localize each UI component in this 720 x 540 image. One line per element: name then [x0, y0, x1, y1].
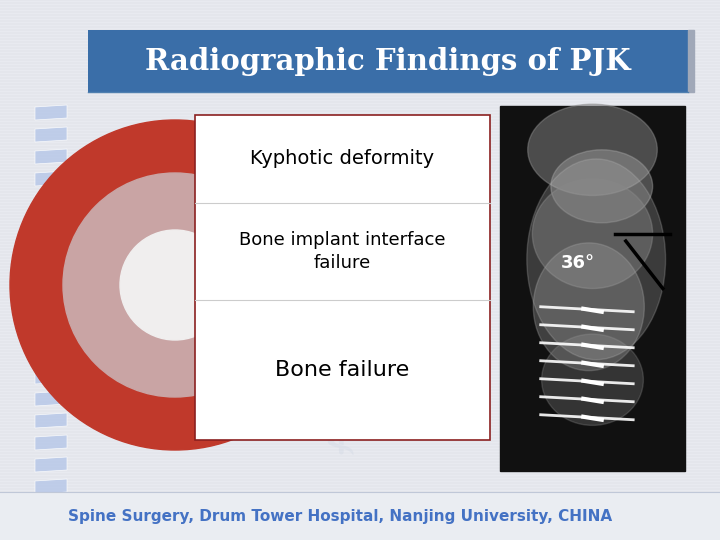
Polygon shape: [35, 391, 67, 406]
Ellipse shape: [532, 179, 652, 288]
Polygon shape: [35, 105, 67, 120]
Polygon shape: [35, 479, 67, 494]
Polygon shape: [35, 171, 67, 186]
Polygon shape: [35, 369, 67, 384]
Ellipse shape: [551, 150, 652, 223]
Text: Kyphotic deformity: Kyphotic deformity: [251, 150, 435, 168]
Polygon shape: [35, 347, 67, 362]
Bar: [195, 115, 490, 440]
Ellipse shape: [534, 243, 644, 370]
Text: 36°: 36°: [561, 254, 595, 272]
Polygon shape: [35, 237, 67, 252]
Ellipse shape: [527, 159, 665, 360]
Polygon shape: [35, 435, 67, 450]
Polygon shape: [35, 281, 67, 296]
Polygon shape: [35, 127, 67, 142]
Text: Bone failure: Bone failure: [275, 360, 410, 380]
Polygon shape: [35, 215, 67, 230]
Ellipse shape: [528, 104, 657, 195]
Circle shape: [63, 173, 287, 397]
Text: Radiographic Findings of PJK: Radiographic Findings of PJK: [145, 46, 631, 76]
Polygon shape: [35, 413, 67, 428]
Ellipse shape: [541, 334, 644, 426]
Circle shape: [10, 120, 340, 450]
Bar: [0, 492, 720, 540]
Polygon shape: [35, 259, 67, 274]
Polygon shape: [35, 303, 67, 318]
Circle shape: [120, 230, 230, 340]
Polygon shape: [35, 149, 67, 164]
Polygon shape: [35, 457, 67, 472]
Bar: [500, 106, 685, 471]
Bar: [88, 30, 688, 92]
Bar: [688, 30, 694, 92]
Text: ⚕: ⚕: [306, 360, 374, 481]
Text: Bone implant interface
failure: Bone implant interface failure: [239, 231, 446, 272]
Polygon shape: [35, 193, 67, 208]
Polygon shape: [35, 325, 67, 340]
Text: Spine Surgery, Drum Tower Hospital, Nanjing University, CHINA: Spine Surgery, Drum Tower Hospital, Nanj…: [68, 509, 612, 523]
